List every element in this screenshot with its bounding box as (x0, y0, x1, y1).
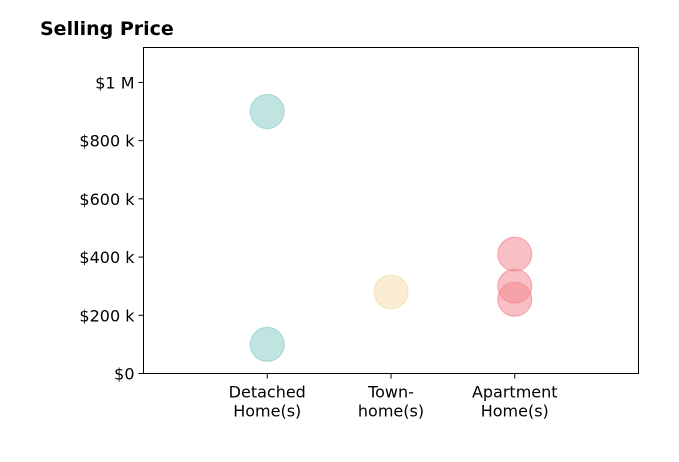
x-tick-label: home(s) (358, 402, 424, 421)
x-tick-label: Detached (229, 383, 306, 402)
data-point (249, 326, 285, 362)
y-tick-label: $600 k (79, 190, 135, 209)
points-layer (249, 94, 533, 362)
x-tick-label: Town- (367, 383, 414, 402)
y-tick-label: $0 (114, 365, 134, 384)
data-point (497, 281, 533, 317)
plot-frame (143, 47, 639, 374)
y-tick-label: $200 k (79, 306, 135, 325)
data-point (249, 94, 285, 130)
data-point (497, 236, 533, 272)
y-tick-label: $800 k (79, 132, 135, 151)
x-tick-label: Home(s) (233, 402, 301, 421)
x-axis: DetachedHome(s)Town-home(s)ApartmentHome… (229, 373, 558, 421)
x-tick-label: Apartment (472, 383, 558, 402)
x-tick-label: Home(s) (481, 402, 549, 421)
y-axis: $0 $200 k $400 k $600 k $800 k $1 M (79, 73, 144, 384)
y-tick-label: $400 k (79, 248, 135, 267)
chart-title: Selling Price (40, 18, 174, 40)
y-tick-label: $1 M (95, 73, 134, 92)
data-point (373, 274, 409, 310)
